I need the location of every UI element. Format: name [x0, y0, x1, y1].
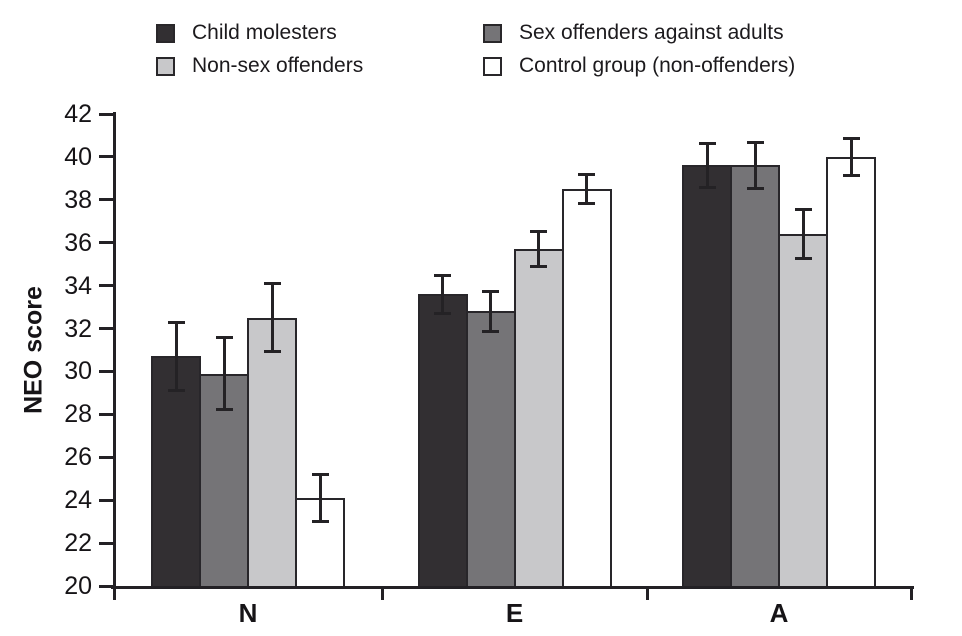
- y-axis-tick-label: 32: [64, 314, 92, 343]
- legend-item-label: Control group (non-offenders): [519, 54, 796, 77]
- y-axis-tick-label: 28: [64, 400, 92, 429]
- error-bar-cap-bottom: [263, 350, 281, 354]
- error-bar-cap-top: [434, 273, 451, 277]
- x-axis-category-label: N: [238, 598, 258, 628]
- error-bar-cap-top: [578, 173, 595, 177]
- legend-item: Control group (non-offenders): [483, 54, 796, 77]
- y-axis-title: NEO score: [19, 286, 48, 414]
- error-bar-cap-bottom: [578, 202, 595, 206]
- error-bar-cap-bottom: [311, 519, 329, 523]
- legend-swatch: [156, 56, 175, 76]
- bar: [682, 165, 732, 589]
- bar: [417, 294, 468, 589]
- x-axis-tick: [112, 586, 116, 600]
- error-bar-cap-top: [167, 321, 185, 325]
- error-bar-line: [801, 209, 805, 259]
- legend-item: Non-sex offenders: [156, 54, 364, 77]
- y-axis-tick: [99, 412, 114, 416]
- error-bar-line: [318, 474, 322, 522]
- y-axis-tick: [99, 369, 114, 373]
- y-axis-tick: [99, 155, 114, 159]
- legend-item: Sex offenders against adults: [483, 21, 784, 44]
- legend-item-label: Child molesters: [192, 21, 337, 44]
- error-bar-cap-bottom: [167, 388, 185, 392]
- error-bar-line: [489, 291, 492, 332]
- y-axis-tick-label: 22: [64, 529, 92, 558]
- y-axis-tick-label: 24: [64, 486, 92, 515]
- error-bar-cap-top: [263, 282, 281, 286]
- x-axis-category-label: E: [505, 598, 524, 628]
- legend-item: Child molesters: [156, 21, 337, 44]
- y-axis-tick-label: 38: [64, 185, 92, 214]
- y-axis-line: [113, 112, 116, 589]
- y-axis-tick: [99, 498, 114, 502]
- y-axis-tick: [99, 284, 114, 288]
- legend-swatch: [156, 23, 175, 43]
- y-axis-tick: [99, 327, 114, 331]
- error-bar-line: [849, 137, 853, 177]
- y-axis-tick: [99, 455, 114, 459]
- y-axis-tick-label: 20: [64, 572, 92, 600]
- y-axis-tick-label: 42: [64, 100, 92, 128]
- error-bar-cap-bottom: [434, 311, 451, 315]
- error-bar-line: [585, 174, 588, 205]
- bar: [465, 311, 516, 589]
- bar: [826, 156, 876, 589]
- error-bar-cap-top: [311, 473, 329, 477]
- x-axis-tick: [380, 586, 384, 600]
- bar: [778, 234, 828, 589]
- error-bar-cap-bottom: [842, 174, 860, 178]
- y-axis-tick: [99, 112, 114, 116]
- error-bar-cap-bottom: [794, 256, 812, 260]
- y-axis-tick-label: 26: [64, 443, 92, 472]
- y-axis-tick-label: 30: [64, 357, 92, 386]
- error-bar-cap-bottom: [698, 186, 716, 190]
- error-bar-cap-top: [482, 290, 499, 293]
- error-bar-line: [270, 283, 274, 353]
- error-bar-line: [441, 274, 444, 314]
- error-bar-cap-top: [698, 141, 716, 145]
- legend-item-label: Sex offenders against adults: [519, 21, 784, 44]
- error-bar-cap-top: [530, 229, 547, 233]
- legend-swatch: [483, 23, 502, 43]
- bar: [247, 317, 297, 589]
- error-bar-line: [537, 230, 540, 268]
- error-bar-cap-bottom: [482, 329, 499, 333]
- x-axis-tick: [645, 586, 649, 600]
- y-axis-tick-label: 34: [64, 271, 92, 300]
- y-axis-tick: [99, 198, 114, 202]
- y-axis-tick: [99, 584, 114, 588]
- error-bar-line: [705, 142, 709, 188]
- y-axis-tick-label: 36: [64, 228, 92, 257]
- error-bar-cap-bottom: [746, 187, 764, 191]
- x-axis-tick: [909, 586, 913, 600]
- error-bar-cap-bottom: [530, 265, 547, 269]
- bar: [561, 189, 612, 589]
- bar: [730, 165, 780, 589]
- error-bar-line: [174, 322, 178, 391]
- y-axis-tick-label: 40: [64, 142, 92, 171]
- legend-item-label: Non-sex offenders: [192, 54, 364, 77]
- error-bar-line: [222, 337, 226, 411]
- x-axis-line: [111, 586, 914, 589]
- error-bar-cap-top: [746, 140, 764, 144]
- y-axis-tick: [99, 241, 114, 245]
- bar: [513, 249, 564, 589]
- error-bar-line: [753, 141, 757, 190]
- error-bar-cap-top: [794, 208, 812, 212]
- legend-swatch: [483, 56, 502, 76]
- y-axis-tick: [99, 541, 114, 545]
- error-bar-cap-bottom: [215, 408, 233, 412]
- error-bar-cap-top: [842, 136, 860, 140]
- error-bar-cap-top: [215, 336, 233, 340]
- x-axis-category-label: A: [769, 598, 789, 628]
